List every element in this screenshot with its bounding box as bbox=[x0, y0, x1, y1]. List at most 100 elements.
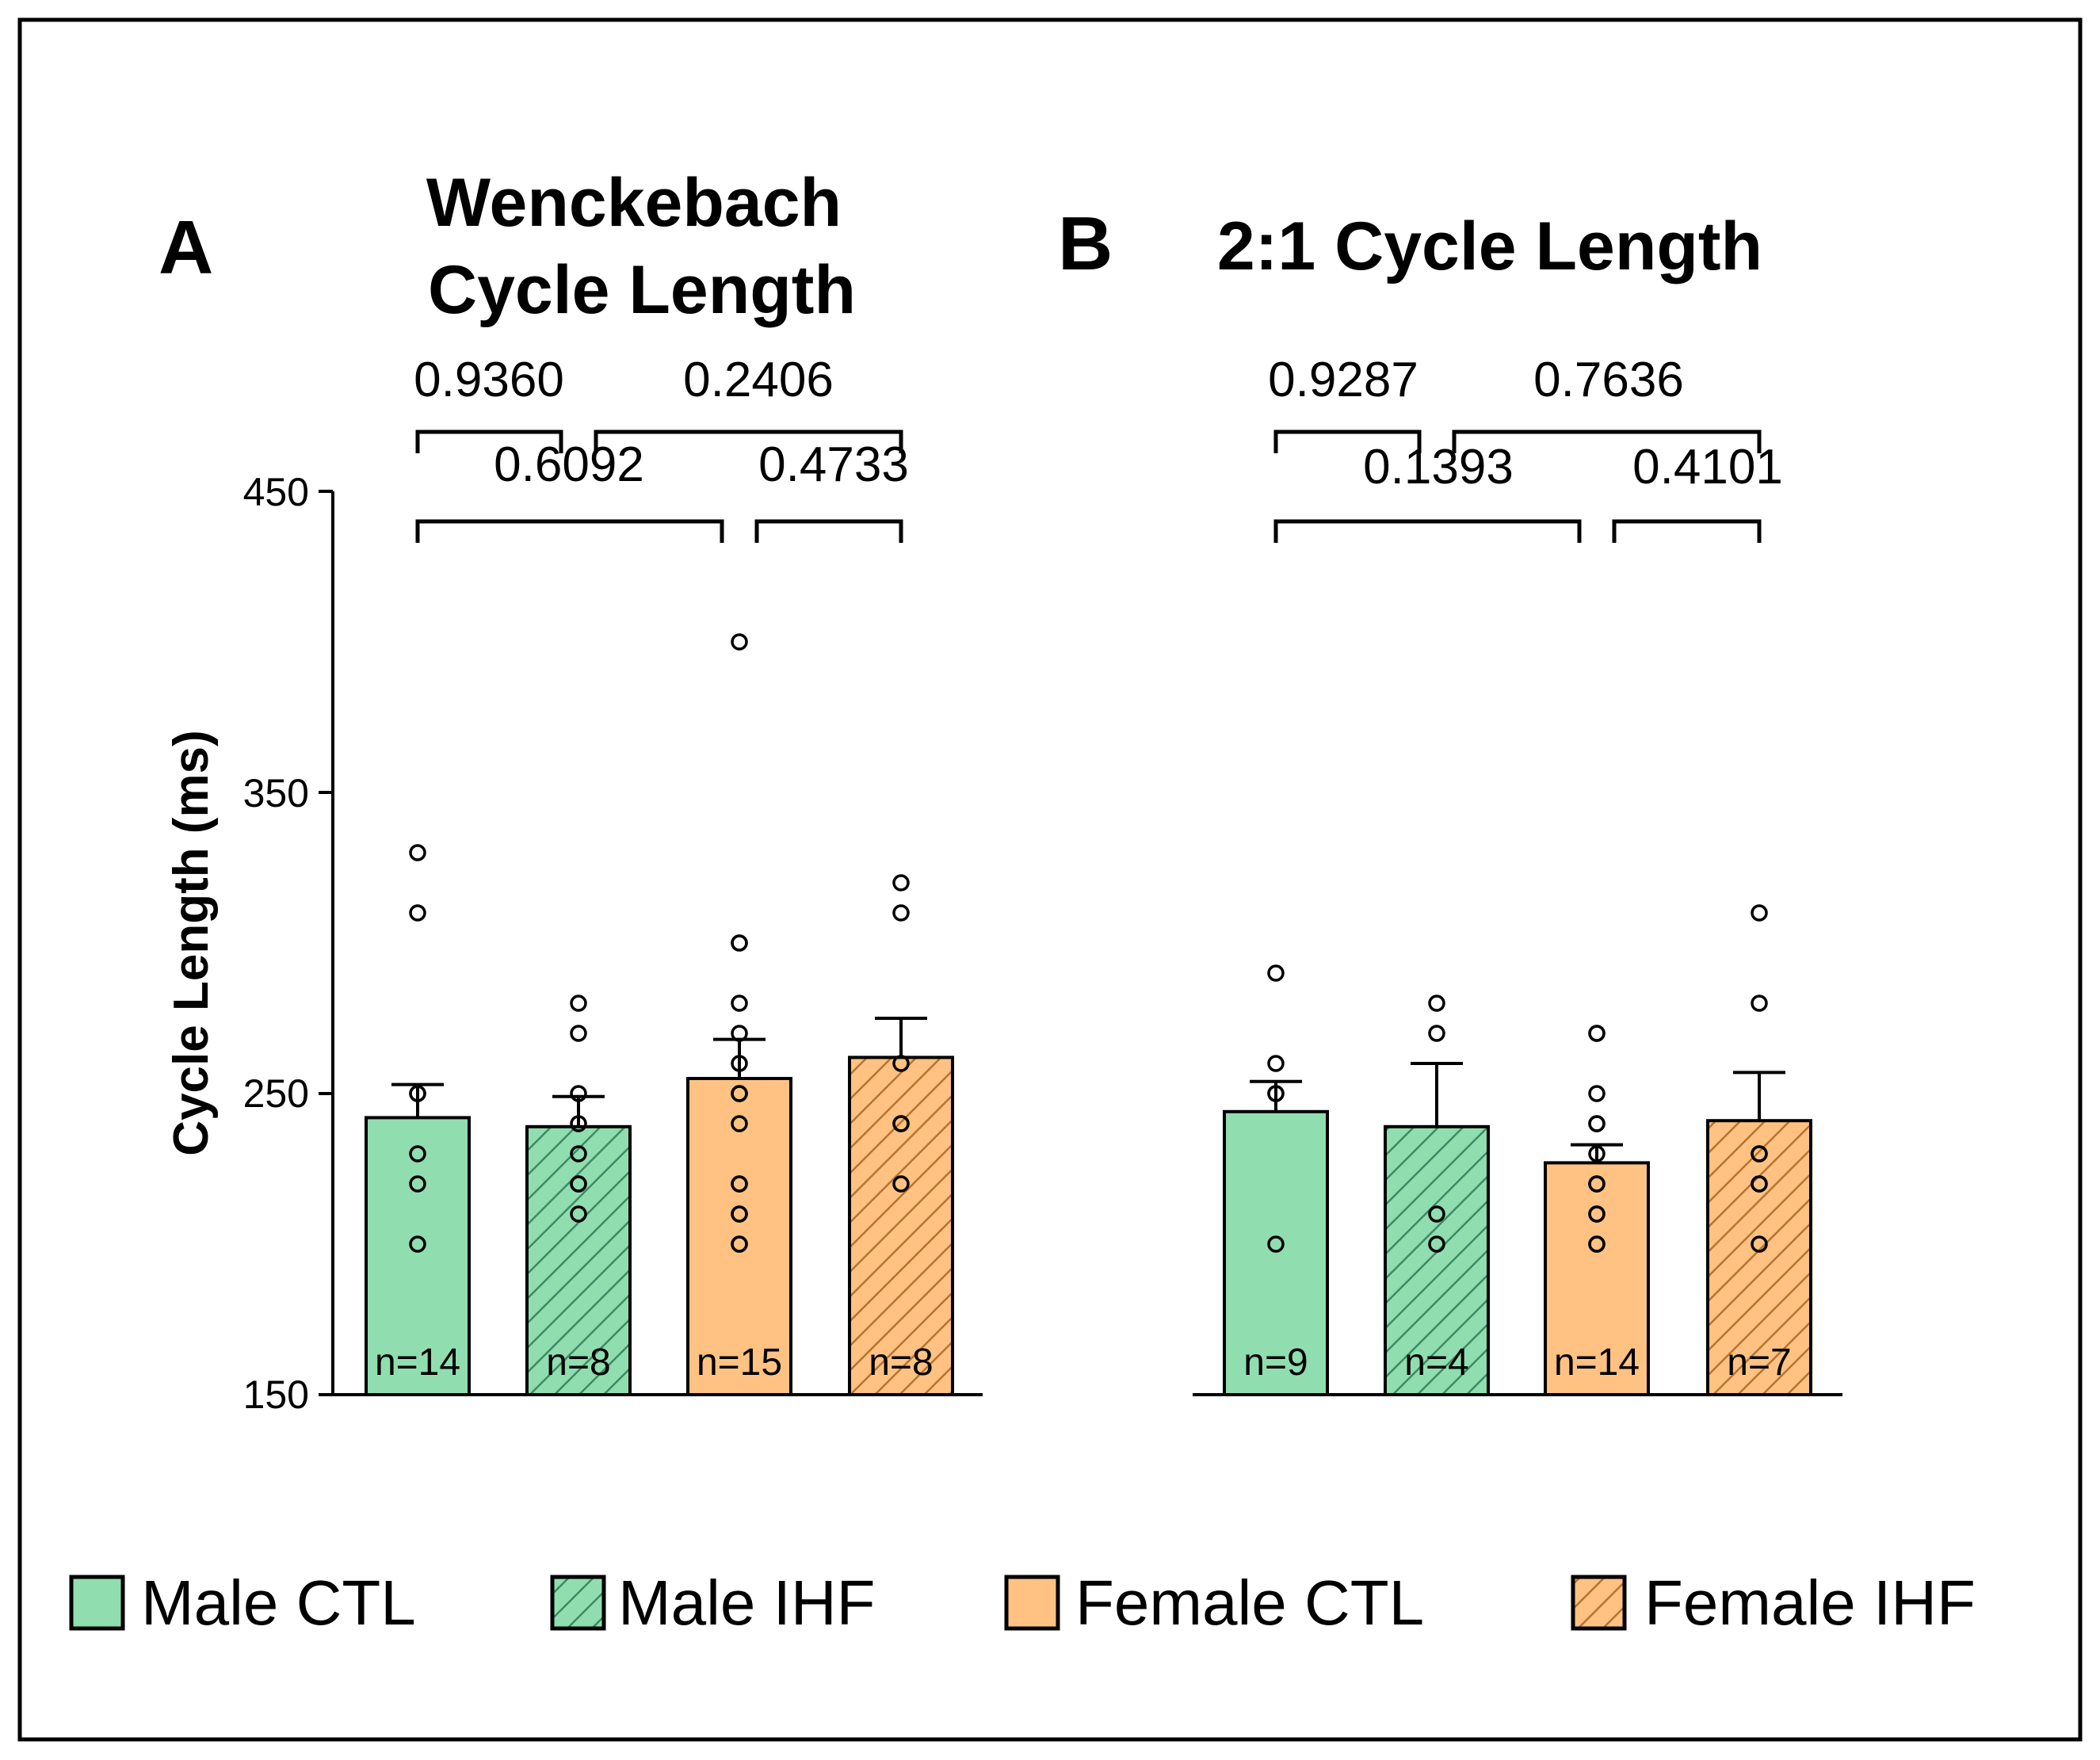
data-point bbox=[892, 1115, 910, 1132]
significance-bracket bbox=[1273, 519, 1582, 543]
data-point bbox=[570, 995, 587, 1012]
panel-a-title-line-1: Wenckebach bbox=[426, 165, 842, 241]
n-label: n=14 bbox=[375, 1342, 460, 1384]
n-label: n=8 bbox=[546, 1342, 610, 1384]
n-label: n=9 bbox=[1243, 1342, 1308, 1384]
n-label: n=15 bbox=[697, 1342, 782, 1384]
p-value-label: 0.1393 bbox=[1363, 440, 1514, 494]
data-point bbox=[892, 1175, 910, 1193]
significance-bracket bbox=[1273, 430, 1422, 453]
bar-female-ihf bbox=[1706, 1119, 1812, 1396]
data-point bbox=[1267, 964, 1285, 982]
y-tick-label: 450 bbox=[243, 470, 309, 514]
data-point bbox=[731, 995, 748, 1012]
p-value-label: 0.4101 bbox=[1632, 440, 1783, 494]
data-point bbox=[731, 934, 748, 952]
legend-label: Male CTL bbox=[141, 1567, 416, 1638]
p-value-label: 0.4733 bbox=[758, 437, 909, 492]
significance-bracket bbox=[594, 430, 903, 453]
y-tick-label: 250 bbox=[243, 1071, 309, 1116]
data-point bbox=[1588, 1025, 1606, 1042]
significance-bracket bbox=[754, 519, 903, 543]
y-axis-ticks: 150 250 350 450 bbox=[243, 470, 309, 1417]
data-point bbox=[1588, 1175, 1606, 1193]
data-point bbox=[1588, 1145, 1606, 1163]
data-point bbox=[1751, 995, 1768, 1012]
y-axis-label: Cycle Length (ms) bbox=[164, 730, 219, 1155]
data-point bbox=[409, 1145, 426, 1163]
n-label: n=14 bbox=[1554, 1342, 1640, 1384]
significance-bracket bbox=[415, 430, 563, 453]
legend-label: Male IHF bbox=[618, 1567, 876, 1638]
n-label: n=8 bbox=[869, 1342, 933, 1384]
legend-item-female-ctl: Female CTL bbox=[1004, 1567, 1424, 1638]
data-point bbox=[1751, 1235, 1768, 1253]
legend-swatch bbox=[1004, 1575, 1060, 1631]
data-point bbox=[409, 1175, 426, 1193]
n-label: n=7 bbox=[1727, 1342, 1791, 1384]
panel-b: B 2:1 Cycle Length n=9 n=4 n=14 n=7 0.9287 0.… bbox=[1058, 201, 1842, 1397]
bar-male-ctl bbox=[365, 1116, 471, 1397]
data-point bbox=[570, 1025, 587, 1042]
data-point bbox=[731, 1025, 748, 1042]
panel-b-title: 2:1 Cycle Length bbox=[1217, 208, 1762, 284]
data-point bbox=[570, 1205, 587, 1223]
legend-swatch bbox=[1571, 1575, 1627, 1631]
data-point bbox=[892, 904, 910, 922]
data-point bbox=[570, 1175, 587, 1193]
data-point bbox=[570, 1115, 587, 1132]
data-point bbox=[731, 1055, 748, 1072]
y-tick-label: 350 bbox=[243, 771, 309, 815]
data-point bbox=[731, 1175, 748, 1193]
legend-item-male-ihf: Male IHF bbox=[550, 1567, 876, 1638]
significance-bracket bbox=[415, 519, 724, 543]
data-point bbox=[1588, 1205, 1606, 1223]
panel-b-letter: B bbox=[1058, 201, 1113, 286]
data-point bbox=[1751, 904, 1768, 922]
data-point bbox=[1267, 1055, 1285, 1072]
data-point bbox=[1428, 995, 1445, 1012]
data-point bbox=[892, 1055, 910, 1072]
legend-label: Female CTL bbox=[1075, 1567, 1424, 1638]
p-value-label: 0.9360 bbox=[414, 353, 564, 407]
data-point bbox=[731, 1115, 748, 1132]
figure-frame bbox=[17, 17, 2083, 1742]
p-value-label: 0.7636 bbox=[1533, 353, 1684, 407]
data-point bbox=[1751, 1175, 1768, 1193]
data-point bbox=[1588, 1085, 1606, 1102]
significance-bracket bbox=[1452, 430, 1762, 453]
significance-bracket bbox=[1612, 519, 1762, 543]
data-point bbox=[1588, 1235, 1606, 1253]
data-point bbox=[892, 874, 910, 891]
data-point bbox=[409, 1085, 426, 1102]
data-point bbox=[570, 1085, 587, 1102]
legend: Male CTL Male IHF Female CTL Female IHF bbox=[69, 1567, 1976, 1638]
data-point bbox=[1428, 1025, 1445, 1042]
data-point bbox=[570, 1145, 587, 1163]
y-tick-label: 150 bbox=[243, 1372, 309, 1417]
legend-swatch bbox=[69, 1575, 125, 1631]
legend-swatch bbox=[550, 1575, 606, 1631]
bar-male-ihf bbox=[525, 1124, 632, 1397]
data-point bbox=[409, 844, 426, 861]
legend-item-female-ihf: Female IHF bbox=[1571, 1567, 1976, 1638]
data-point bbox=[1751, 1145, 1768, 1163]
p-value-label: 0.9287 bbox=[1268, 353, 1418, 407]
data-point bbox=[1267, 1235, 1285, 1253]
panel-a: A Wenckebach Cycle Length Cycle Length (… bbox=[158, 165, 983, 1417]
data-point bbox=[1588, 1115, 1606, 1132]
p-value-label: 0.6092 bbox=[494, 437, 644, 492]
data-point bbox=[1428, 1235, 1445, 1253]
data-point bbox=[731, 1085, 748, 1102]
bar-female-ihf bbox=[848, 1056, 954, 1397]
p-value-label: 0.2406 bbox=[683, 353, 834, 407]
data-point bbox=[1428, 1205, 1445, 1223]
data-point bbox=[731, 1205, 748, 1223]
data-point bbox=[1267, 1085, 1285, 1102]
panel-a-title-line-2: Cycle Length bbox=[428, 252, 856, 328]
data-point bbox=[409, 904, 426, 922]
legend-label: Female IHF bbox=[1644, 1567, 1976, 1638]
data-point bbox=[731, 1235, 748, 1253]
data-point bbox=[409, 1235, 426, 1253]
